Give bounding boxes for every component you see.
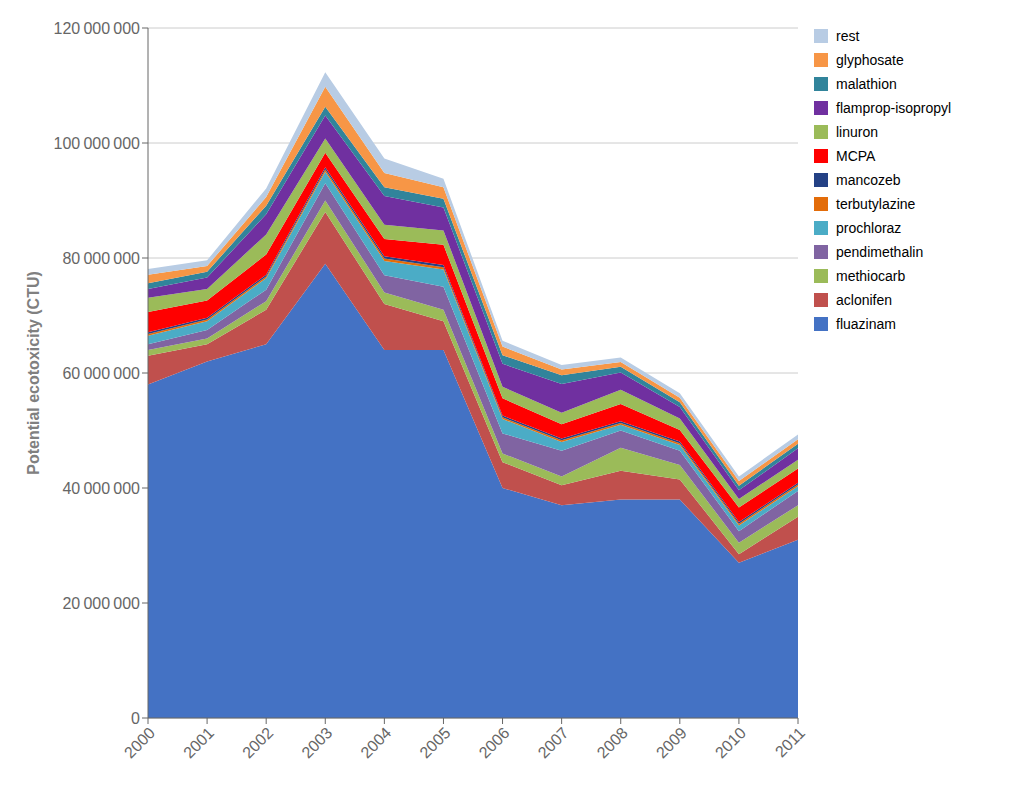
svg-text:120 000 000: 120 000 000 <box>54 20 141 37</box>
svg-text:40 000 000: 40 000 000 <box>62 480 140 497</box>
svg-text:2001: 2001 <box>180 724 217 761</box>
html-text:aclonifen: aclonifen <box>836 292 892 308</box>
html-text:pendimethalin: pendimethalin <box>836 244 924 260</box>
html-text:flamprop-isopropyl: flamprop-isopropyl <box>836 100 952 116</box>
svg-text:2004: 2004 <box>357 724 394 761</box>
html-text:glyphosate: glyphosate <box>836 52 904 68</box>
html-text:fluazinam: fluazinam <box>836 316 896 332</box>
svg-text:2002: 2002 <box>239 724 276 761</box>
svg-text:Potential ecotoxicity (CTU): Potential ecotoxicity (CTU) <box>25 271 42 475</box>
svg-text:100 000 000: 100 000 000 <box>54 135 141 152</box>
html-text:prochloraz: prochloraz <box>836 220 902 236</box>
svg-text:2011: 2011 <box>772 724 808 760</box>
html-text:mancozeb: mancozeb <box>836 172 901 188</box>
html-text:terbutylazine: terbutylazine <box>836 196 916 212</box>
html-text:rest: rest <box>836 28 860 44</box>
svg-text:80 000 000: 80 000 000 <box>62 250 140 267</box>
html-text:MCPA: MCPA <box>836 148 876 164</box>
svg-text:2003: 2003 <box>298 724 335 761</box>
svg-text:20 000 000: 20 000 000 <box>62 595 140 612</box>
svg-text:2000: 2000 <box>121 724 158 761</box>
svg-text:2008: 2008 <box>594 724 631 761</box>
svg-text:2006: 2006 <box>476 724 513 761</box>
svg-text:2009: 2009 <box>653 724 690 761</box>
html-text:linuron: linuron <box>836 124 878 140</box>
svg-text:2010: 2010 <box>712 724 749 761</box>
svg-text:2007: 2007 <box>535 724 572 761</box>
svg-text:2005: 2005 <box>416 724 453 761</box>
svg-text:60 000 000: 60 000 000 <box>62 365 140 382</box>
svg-text:0: 0 <box>131 710 140 727</box>
html-text:methiocarb: methiocarb <box>836 268 906 284</box>
html-text:malathion: malathion <box>836 76 897 92</box>
